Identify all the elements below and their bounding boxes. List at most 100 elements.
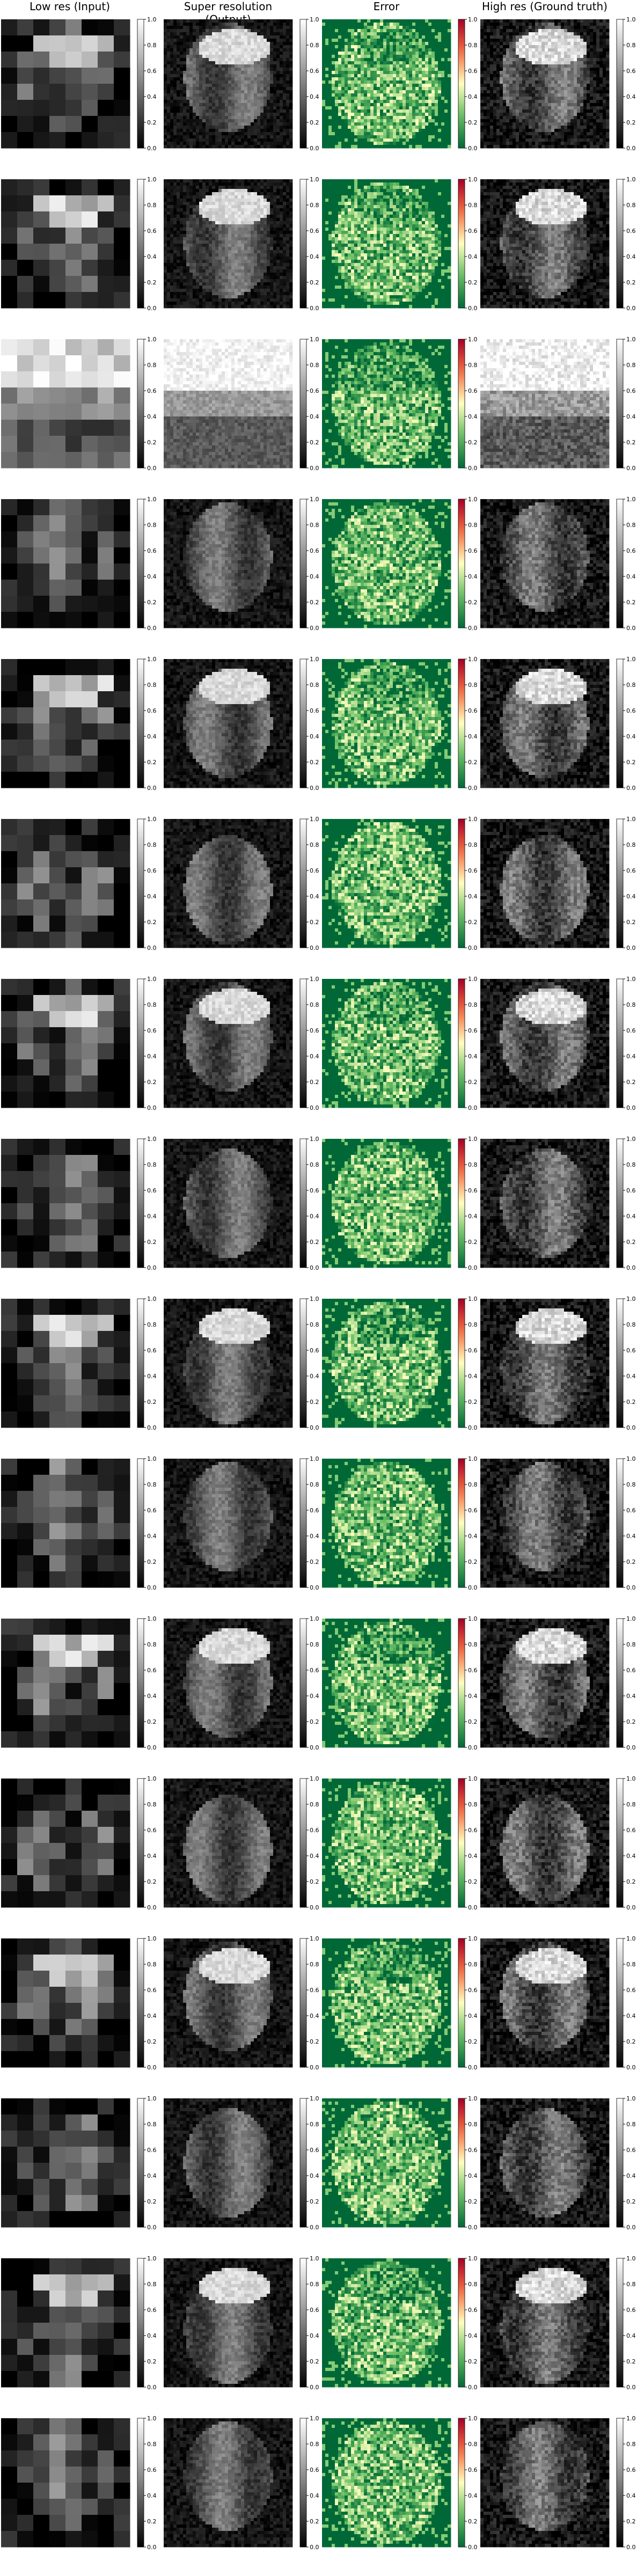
low-res-pixel (1, 35, 18, 52)
image-pixel (199, 74, 202, 77)
image-pixel (196, 52, 199, 55)
image-pixel (215, 71, 218, 74)
image-pixel (228, 45, 231, 48)
image-pixel (225, 68, 228, 71)
image-pixel (264, 97, 267, 100)
image-pixel (260, 26, 264, 29)
image-pixel (273, 61, 276, 64)
image-pixel (283, 45, 286, 48)
image-pixel (283, 26, 286, 29)
image-pixel (247, 61, 251, 64)
image-pixel (238, 58, 241, 61)
image-pixel (289, 87, 292, 90)
image-pixel (218, 68, 222, 71)
image-pixel (212, 71, 215, 74)
image-pixel (257, 26, 260, 29)
image-pixel (206, 35, 209, 39)
image-pixel (196, 29, 199, 32)
low-res-pixel (33, 19, 50, 36)
image-pixel (276, 19, 280, 23)
image-pixel (183, 35, 186, 39)
image-pixel (280, 80, 283, 84)
image-pixel (173, 61, 177, 64)
image-pixel (264, 90, 267, 93)
low-res-pixel (49, 35, 66, 52)
image-pixel (251, 45, 254, 48)
image-pixel (183, 45, 186, 48)
image-pixel (276, 68, 280, 71)
image-pixel (241, 61, 244, 64)
image-pixel (209, 42, 212, 45)
image-pixel (196, 97, 199, 100)
image-pixel (264, 71, 267, 74)
image-pixel (254, 103, 257, 106)
image-pixel (286, 68, 289, 71)
image-pixel (180, 23, 183, 26)
image-pixel (264, 52, 267, 55)
image-pixel (218, 45, 222, 48)
image-pixel (289, 23, 292, 26)
image-pixel (170, 48, 173, 52)
image-pixel (170, 80, 173, 84)
low-res-pixel (98, 68, 114, 84)
image-pixel (264, 61, 267, 64)
image-pixel (186, 71, 189, 74)
image-pixel (189, 100, 193, 103)
image-pixel (238, 64, 241, 68)
image-pixel (173, 71, 177, 74)
image-pixel (215, 58, 218, 61)
low-res-pixel (65, 84, 82, 100)
image-pixel (289, 39, 292, 42)
image-pixel (225, 19, 228, 23)
image-pixel (267, 93, 270, 97)
image-pixel (228, 23, 231, 26)
image-pixel (199, 64, 202, 68)
image-pixel (173, 29, 177, 32)
low-res-pixel (33, 35, 50, 52)
image-pixel (270, 45, 273, 48)
image-pixel (196, 42, 199, 45)
image-pixel (167, 35, 170, 39)
image-pixel (283, 29, 286, 32)
image-pixel (167, 68, 170, 71)
low-res-pixel (49, 68, 66, 84)
image-pixel (264, 55, 267, 58)
image-pixel (218, 32, 222, 35)
image-pixel (247, 58, 251, 61)
image-pixel (273, 71, 276, 74)
image-pixel (206, 80, 209, 84)
image-pixel (170, 87, 173, 90)
image-pixel (244, 35, 247, 39)
image-pixel (276, 61, 280, 64)
image-pixel (212, 80, 215, 84)
image-pixel (244, 93, 247, 97)
image-pixel (209, 106, 212, 109)
image-pixel (276, 93, 280, 97)
image-pixel (225, 23, 228, 26)
image-pixel (244, 97, 247, 100)
image-pixel (199, 45, 202, 48)
image-pixel (244, 87, 247, 90)
image-pixel (251, 103, 254, 106)
image-pixel (286, 42, 289, 45)
image-pixel (228, 42, 231, 45)
image-pixel (186, 19, 189, 23)
image-pixel (209, 35, 212, 39)
image-pixel (189, 45, 193, 48)
image-pixel (209, 45, 212, 48)
image-pixel (222, 48, 225, 52)
low-res-pixel (17, 52, 34, 68)
image-pixel (218, 58, 222, 61)
image-pixel (215, 77, 218, 80)
image-pixel (212, 68, 215, 71)
image-pixel (196, 87, 199, 90)
image-pixel (276, 100, 280, 103)
image-pixel (283, 35, 286, 39)
image-pixel (235, 106, 238, 109)
image-pixel (189, 77, 193, 80)
image-pixel (273, 103, 276, 106)
image-pixel (212, 32, 215, 35)
image-pixel (206, 32, 209, 35)
image-pixel (199, 77, 202, 80)
